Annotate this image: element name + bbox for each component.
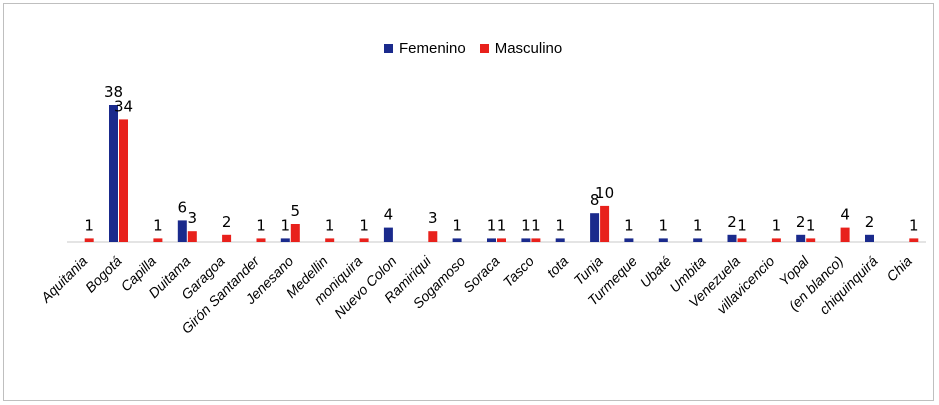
legend: Femenino Masculino bbox=[384, 40, 576, 57]
bar-femenino-chiquinquir bbox=[865, 234, 874, 242]
bar-femenino-tasco bbox=[521, 238, 531, 242]
data-label-masculino-gir-n-santander: 1 bbox=[256, 216, 266, 234]
data-label-masculino-garagoa: 2 bbox=[222, 213, 232, 231]
bar-femenino-jenesano bbox=[280, 238, 290, 242]
bar-masculino-villavicencio bbox=[771, 238, 781, 242]
legend-item-masculino: Masculino bbox=[479, 40, 563, 57]
chart-frame: Femenino Masculino 1 Aquitania 38 34 Bogotá 1… bbox=[3, 3, 934, 401]
data-label-femenino-ubat: 1 bbox=[659, 216, 669, 234]
category-label-tasco: Tasco bbox=[500, 253, 538, 291]
data-label-femenino-umbita: 1 bbox=[693, 216, 703, 234]
bar-masculino-tasco bbox=[531, 238, 541, 242]
bar-femenino-ubat bbox=[658, 238, 668, 242]
bar-masculino-chia bbox=[909, 238, 919, 242]
data-label-femenino-yopal: 2 bbox=[796, 213, 806, 231]
bar-femenino-duitama bbox=[177, 220, 187, 242]
bar-masculino-capilla bbox=[153, 238, 163, 242]
bar-masculino-duitama bbox=[187, 231, 197, 242]
data-label-femenino-sogamoso: 1 bbox=[452, 216, 462, 234]
data-label-femenino-nuevo-colon: 4 bbox=[384, 206, 394, 224]
data-label-masculino-medellin: 1 bbox=[325, 216, 335, 234]
data-label-masculino-tasco: 1 bbox=[531, 216, 541, 234]
data-label-masculino-bogot: 34 bbox=[114, 97, 133, 115]
category-label-aquitania: Aquitania bbox=[37, 253, 90, 306]
bar-femenino-umbita bbox=[693, 238, 703, 242]
bar-masculino-aquitania bbox=[84, 238, 94, 242]
bar-masculino-medellin bbox=[325, 238, 335, 242]
bar-femenino-tota bbox=[555, 238, 565, 242]
legend-label-masculino: Masculino bbox=[494, 40, 563, 57]
bar-masculino-garagoa bbox=[222, 234, 232, 242]
bar-femenino-nuevo-colon bbox=[383, 227, 393, 242]
data-label-masculino-chia: 1 bbox=[909, 216, 919, 234]
bar-masculino-yopal bbox=[806, 238, 816, 242]
data-label-masculino-duitama: 3 bbox=[188, 209, 198, 227]
bar-femenino-soraca bbox=[487, 238, 496, 242]
data-label-masculino-villavicencio: 1 bbox=[772, 216, 782, 234]
data-label-masculino-ramiriqui: 3 bbox=[428, 209, 438, 227]
data-label-femenino-tota: 1 bbox=[555, 216, 565, 234]
data-label-femenino-turmeque: 1 bbox=[624, 216, 634, 234]
data-label-masculino-moniquira: 1 bbox=[359, 216, 369, 234]
bar-masculino-tunja bbox=[600, 205, 610, 242]
bar-femenino-yopal bbox=[796, 234, 806, 242]
data-label-masculino-tunja: 10 bbox=[595, 184, 614, 202]
data-label-masculino-yopal: 1 bbox=[806, 216, 816, 234]
bar-masculino-bogot bbox=[119, 119, 128, 242]
data-label-femenino-chiquinquir: 2 bbox=[865, 213, 875, 231]
bar-femenino-sogamoso bbox=[452, 238, 462, 242]
data-label-masculino-capilla: 1 bbox=[153, 216, 163, 234]
legend-swatch-masculino bbox=[479, 44, 489, 53]
legend-item-femenino: Femenino bbox=[384, 40, 466, 57]
data-label-masculino-aquitania: 1 bbox=[84, 216, 94, 234]
data-label-femenino-jenesano: 1 bbox=[281, 216, 291, 234]
data-label-femenino-bogot: 38 bbox=[104, 83, 123, 101]
bar-masculino-gir-n-santander bbox=[256, 238, 266, 242]
category-label-chia: Chia bbox=[883, 253, 915, 285]
bar-masculino-venezuela bbox=[737, 238, 747, 242]
bar-femenino-tunja bbox=[590, 213, 600, 242]
bar-femenino-bogot bbox=[109, 105, 118, 242]
category-label-soraca: Soraca bbox=[460, 253, 503, 296]
data-label-masculino-soraca: 1 bbox=[497, 216, 507, 234]
data-label-femenino-venezuela: 2 bbox=[727, 213, 737, 231]
data-label-femenino-tasco: 1 bbox=[521, 216, 531, 234]
data-label-masculino-venezuela: 1 bbox=[737, 216, 747, 234]
category-label-tota: tota bbox=[543, 253, 571, 281]
bar-masculino-en-blanco bbox=[840, 227, 850, 242]
data-label-femenino-duitama: 6 bbox=[178, 198, 188, 216]
data-label-femenino-tunja: 8 bbox=[590, 191, 600, 209]
legend-swatch-femenino bbox=[384, 44, 393, 53]
bar-chart: 1Aquitania3834Bogotá1Capilla63Duitama2Ga… bbox=[37, 83, 926, 337]
bar-masculino-jenesano bbox=[290, 224, 300, 242]
data-label-masculino-jenesano: 5 bbox=[291, 202, 301, 220]
bar-femenino-venezuela bbox=[727, 234, 737, 242]
bar-masculino-moniquira bbox=[359, 238, 369, 242]
data-label-masculino-en-blanco: 4 bbox=[840, 206, 850, 224]
bar-masculino-ramiriqui bbox=[428, 231, 438, 242]
category-label-bogot: Bogotá bbox=[82, 253, 125, 296]
bar-masculino-soraca bbox=[497, 238, 506, 242]
legend-label-femenino: Femenino bbox=[399, 40, 466, 57]
bar-femenino-turmeque bbox=[624, 238, 634, 242]
data-label-femenino-soraca: 1 bbox=[487, 216, 497, 234]
